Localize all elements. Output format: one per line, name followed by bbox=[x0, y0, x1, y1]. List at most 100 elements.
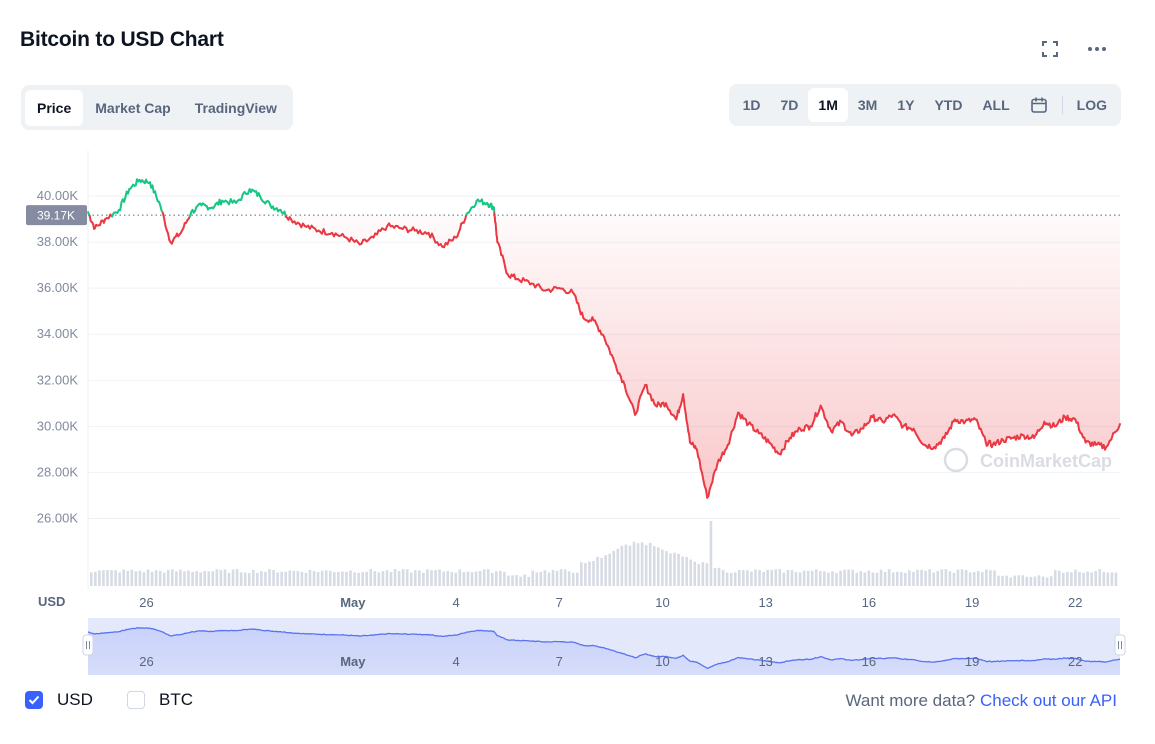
volume-bar bbox=[940, 569, 944, 586]
volume-bar bbox=[150, 571, 154, 586]
volume-bar bbox=[600, 557, 603, 586]
volume-bar bbox=[1045, 577, 1049, 586]
volume-bar bbox=[814, 569, 818, 586]
volume-bar bbox=[1086, 571, 1089, 586]
volume-bar bbox=[555, 571, 559, 586]
volume-bar bbox=[499, 570, 502, 586]
volume-bar bbox=[308, 569, 312, 586]
usd-checkbox[interactable] bbox=[25, 691, 43, 709]
volume-bar bbox=[960, 569, 964, 586]
calendar-icon[interactable] bbox=[1020, 88, 1058, 122]
navigator-handle-right[interactable] bbox=[1114, 634, 1126, 656]
volume-bar bbox=[859, 571, 863, 586]
api-link[interactable]: Check out our API bbox=[979, 691, 1117, 710]
x-tick-label: 10 bbox=[655, 595, 669, 610]
volume-bar bbox=[669, 553, 672, 586]
volume-bar bbox=[94, 571, 97, 586]
usd-toggle[interactable]: USD bbox=[25, 690, 93, 710]
navigator-tick-label: 7 bbox=[556, 654, 563, 669]
volume-bar bbox=[964, 569, 968, 586]
volume-bar bbox=[401, 569, 405, 586]
price-line-segment bbox=[574, 295, 578, 304]
range-1m[interactable]: 1M bbox=[808, 88, 848, 122]
price-line-segment bbox=[702, 479, 706, 487]
volume-bar bbox=[328, 570, 332, 586]
volume-bar bbox=[523, 574, 526, 586]
tab-tradingview[interactable]: TradingView bbox=[194, 99, 277, 116]
volume-bar bbox=[284, 571, 287, 586]
page-title: Bitcoin to USD Chart bbox=[20, 28, 224, 51]
volume-bar bbox=[482, 569, 486, 586]
volume-bar bbox=[766, 569, 769, 586]
volume-bar bbox=[247, 572, 251, 586]
volume-bar bbox=[531, 570, 535, 586]
fullscreen-icon[interactable] bbox=[1037, 36, 1063, 62]
x-tick-label: 7 bbox=[556, 595, 563, 610]
navigator-tick-label: 16 bbox=[862, 654, 876, 669]
volume-bar bbox=[794, 572, 798, 586]
volume-bar bbox=[535, 572, 539, 586]
volume-bar bbox=[324, 570, 328, 586]
range-ytd[interactable]: YTD bbox=[934, 97, 963, 113]
range-all[interactable]: ALL bbox=[982, 97, 1010, 113]
volume-bar bbox=[223, 569, 227, 586]
price-line-segment bbox=[682, 400, 686, 410]
volume-bar bbox=[770, 570, 773, 586]
navigator-area bbox=[88, 627, 1120, 675]
volume-bar bbox=[381, 571, 385, 586]
volume-bar bbox=[539, 571, 543, 586]
volume-bar bbox=[227, 572, 231, 586]
volume-bar bbox=[879, 569, 883, 586]
volume-bar bbox=[835, 572, 838, 586]
navigator-tick-label: 26 bbox=[139, 654, 153, 669]
volume-bar bbox=[640, 542, 644, 586]
navigator-handle-left[interactable] bbox=[82, 634, 94, 656]
btc-toggle[interactable]: BTC bbox=[127, 690, 193, 710]
btc-checkbox[interactable] bbox=[127, 691, 145, 709]
range-3m[interactable]: 3M bbox=[857, 97, 878, 113]
volume-bar bbox=[976, 570, 980, 586]
volume-bar bbox=[1001, 575, 1004, 586]
tab-price[interactable]: Price bbox=[25, 89, 84, 126]
volume-bar bbox=[276, 572, 279, 586]
navigator-tick-label: 4 bbox=[452, 654, 459, 669]
more-horizontal-icon[interactable] bbox=[1084, 36, 1110, 62]
range-1d[interactable]: 1D bbox=[742, 97, 761, 113]
volume-bar bbox=[1066, 571, 1069, 586]
volume-bar bbox=[652, 546, 656, 586]
volume-bar bbox=[989, 570, 992, 586]
volume-bar bbox=[665, 551, 668, 586]
range-7d[interactable]: 7D bbox=[780, 97, 799, 113]
volume-bar bbox=[628, 545, 632, 586]
price-line-segment bbox=[701, 471, 705, 482]
volume-bar bbox=[790, 570, 794, 586]
volume-bar bbox=[567, 571, 571, 586]
volume-bar bbox=[624, 544, 628, 586]
volume-bar bbox=[179, 569, 182, 586]
volume-bar bbox=[596, 556, 599, 586]
navigator-tick-label: 19 bbox=[965, 654, 979, 669]
range-divider bbox=[1061, 96, 1063, 114]
price-line-segment bbox=[166, 232, 171, 241]
volume-bar bbox=[442, 571, 445, 586]
volume-bar bbox=[798, 572, 802, 586]
volume-bar bbox=[409, 572, 413, 586]
volume-bar bbox=[235, 569, 239, 586]
log-scale-toggle[interactable]: LOG bbox=[1076, 97, 1107, 113]
volume-bar bbox=[936, 571, 940, 586]
volume-bar bbox=[312, 571, 316, 586]
volume-bar bbox=[543, 570, 547, 586]
x-tick-label: 19 bbox=[965, 595, 979, 610]
volume-bar bbox=[677, 553, 680, 586]
volume-bar bbox=[891, 572, 895, 586]
volume-bar bbox=[576, 572, 579, 586]
price-chart[interactable]: 26.00K 28.00K 30.00K 32.00K 34.00K 36.00K 38.0… bbox=[0, 0, 1155, 690]
price-line-segment bbox=[684, 412, 688, 422]
volume-bar bbox=[810, 570, 814, 586]
volume-bar bbox=[426, 569, 429, 586]
volume-bar bbox=[1049, 576, 1053, 586]
tab-market-cap[interactable]: Market Cap bbox=[95, 99, 171, 116]
range-1y[interactable]: 1Y bbox=[897, 97, 915, 113]
reference-badge bbox=[26, 205, 87, 226]
price-line-segment bbox=[950, 420, 954, 430]
